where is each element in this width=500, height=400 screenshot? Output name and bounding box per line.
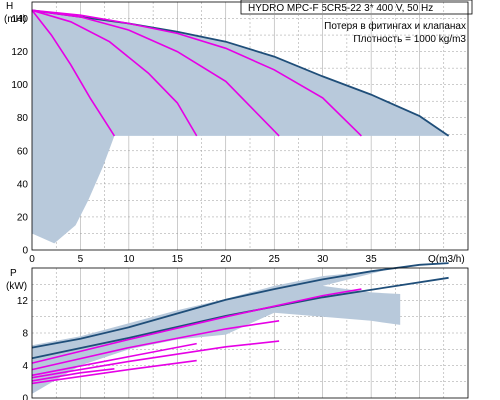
y-tick-label: 20 — [17, 212, 29, 223]
max-speed-curve — [31, 9, 450, 137]
y-tick-label: 100 — [11, 80, 28, 91]
reduced-speed-curve — [31, 368, 115, 382]
power-chart-frame — [31, 267, 469, 399]
density-note: Плотность = 1000 kg/m3 — [353, 34, 466, 45]
head-x-ticks: 0 5 10 15 20 25 30 35 — [29, 254, 377, 265]
power-axis-unit: (kW) — [6, 281, 27, 292]
max-speed-curve — [31, 276, 449, 360]
y-tick-label: 0 — [22, 394, 28, 400]
head-chart: 0 20 40 60 80 100 120 140 0 5 10 15 20 25 30 35 H (mH)… — [4, 1, 469, 265]
head-axis-unit: (mH) — [4, 14, 26, 25]
y-tick-label: 80 — [17, 113, 29, 124]
reduced-speed-curve — [31, 320, 280, 371]
y-tick-label: 4 — [22, 361, 28, 372]
x-tick-label: 25 — [269, 254, 281, 265]
y-tick-label: 8 — [22, 329, 28, 340]
flow-axis-label: Q(m3/h) — [428, 254, 465, 265]
reduced-speed-curve — [31, 288, 362, 364]
reduced-speed-curve — [31, 9, 362, 137]
head-curves — [31, 9, 450, 137]
y-tick-label: 140 — [11, 14, 28, 25]
head-chart-frame — [31, 1, 469, 251]
y-tick-label: 0 — [22, 246, 28, 257]
x-tick-label: 20 — [220, 254, 232, 265]
header-title-box — [240, 0, 473, 15]
reduced-speed-curve — [31, 9, 198, 137]
operating-area-shade — [32, 10, 449, 244]
x-tick-label: 15 — [172, 254, 184, 265]
fitting-loss-note: Потеря в фитингах и клапанах — [324, 20, 466, 32]
y-tick-label: 40 — [17, 179, 29, 190]
x-tick-label: 5 — [78, 254, 84, 265]
head-axis-label: H — [6, 1, 13, 12]
x-tick-label: 0 — [29, 254, 35, 265]
power-chart: 0 4 8 12 P (kW) — [6, 262, 469, 400]
y-tick-label: 12 — [17, 296, 29, 307]
power-y-ticks: 0 4 8 12 — [17, 296, 29, 400]
x-tick-label: 30 — [317, 254, 329, 265]
reduced-speed-curve — [31, 9, 116, 137]
reduced-speed-curve — [31, 9, 280, 137]
head-operating-area — [32, 10, 449, 244]
x-tick-label: 10 — [123, 254, 135, 265]
reduced-speed-curve — [31, 359, 197, 385]
header-title: HYDRO MPC-F 5CR5-22 3* 400 V, 50 Hz — [248, 3, 433, 14]
reduced-speed-curve — [31, 340, 280, 379]
x-tick-label: 35 — [366, 254, 378, 265]
y-tick-label: 60 — [17, 146, 29, 157]
head-y-ticks: 0 20 40 60 80 100 120 140 — [11, 14, 28, 256]
header-panel: HYDRO MPC-F 5CR5-22 3* 400 V, 50 Hz Поте… — [240, 0, 473, 45]
reduced-speed-curve — [31, 342, 197, 377]
power-axis-label: P — [10, 268, 17, 279]
y-tick-label: 120 — [11, 47, 28, 58]
